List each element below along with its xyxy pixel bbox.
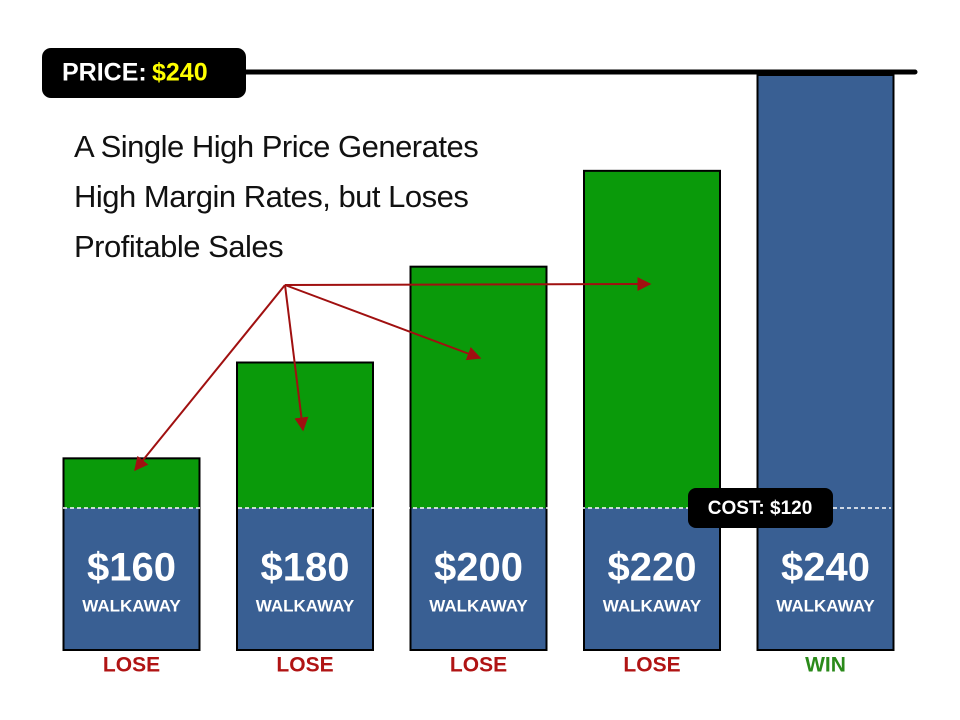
- cost-box: [688, 488, 833, 528]
- bar-base: [585, 508, 719, 649]
- price-label: PRICE:: [62, 59, 147, 87]
- x-tick-label: WALKAWAY: [82, 596, 181, 615]
- outcome-label: LOSE: [623, 654, 680, 677]
- bar-base: [64, 508, 199, 649]
- chart-title: A Single High Price Generates High Margi…: [74, 129, 479, 264]
- outcome-label: LOSE: [103, 654, 160, 677]
- price-value: $240: [152, 59, 208, 87]
- x-tick-label: WALKAWAY: [429, 596, 528, 615]
- outcome-label: LOSE: [450, 654, 507, 677]
- value-label: $240: [781, 546, 870, 590]
- outcome-label: WIN: [805, 654, 846, 677]
- arrows: [134, 277, 652, 472]
- x-tick-label: WALKAWAY: [256, 596, 355, 615]
- bar-base: [758, 508, 893, 649]
- bar-base: [411, 508, 546, 649]
- x-tick-label: WALKAWAY: [603, 596, 702, 615]
- value-label: $200: [434, 546, 523, 590]
- outcome-label: LOSE: [276, 654, 333, 677]
- value-label: $180: [261, 546, 350, 590]
- price-box: [42, 48, 246, 98]
- value-label: $220: [608, 546, 697, 590]
- value-label: $160: [87, 546, 176, 590]
- bar-base: [238, 508, 372, 649]
- cost-label: COST: $120: [708, 498, 813, 519]
- x-tick-label: WALKAWAY: [776, 596, 875, 615]
